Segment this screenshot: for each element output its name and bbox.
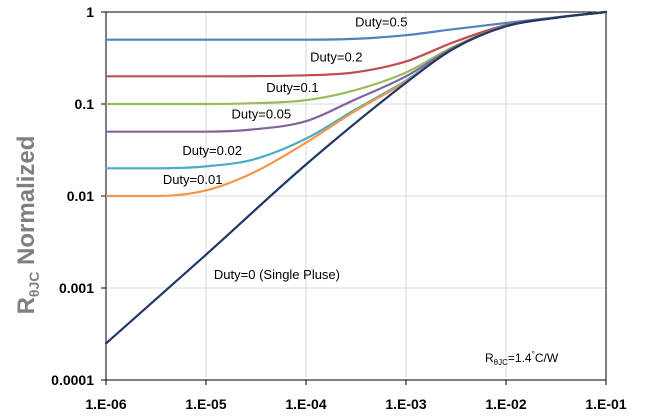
x-tick-label: 1.E-05 xyxy=(185,396,226,412)
grid xyxy=(105,11,607,381)
y-tick-label: 0.01 xyxy=(67,188,94,204)
y-tick-label: 0.0001 xyxy=(51,372,94,388)
y-axis-ticks: 1 0.1 0.01 0.001 0.0001 xyxy=(51,4,106,388)
y-axis-label-main: R xyxy=(13,297,40,314)
rthjc-annotation: RθJC=1.4°C/W xyxy=(485,350,559,367)
x-tick-label: 1.E-06 xyxy=(85,396,126,412)
annotation-value: =1.4 xyxy=(508,351,532,365)
series-labels: Duty=0.5 Duty=0.2 Duty=0.1 Duty=0.05 Duty=0.… xyxy=(163,14,408,282)
x-axis-ticks: 1.E-06 1.E-05 1.E-04 1.E-03 1.E-02 1.E-01 xyxy=(85,380,627,412)
series-label: Duty=0.2 xyxy=(310,49,362,64)
annotation-subscript: θJC xyxy=(494,358,508,367)
y-tick-label: 1 xyxy=(86,4,94,20)
annotation-main: R xyxy=(485,351,494,365)
series-label: Duty=0.05 xyxy=(232,106,292,121)
series-label: Duty=0.02 xyxy=(182,143,242,158)
annotation-degree: ° xyxy=(532,350,535,359)
x-tick-label: 1.E-03 xyxy=(385,396,426,412)
series-label: Duty=0.01 xyxy=(163,172,223,187)
y-tick-label: 0.001 xyxy=(59,280,94,296)
series-label: Duty=0.1 xyxy=(266,80,318,95)
x-tick-label: 1.E-01 xyxy=(585,396,626,412)
series-lines xyxy=(104,10,608,345)
y-tick-label: 0.1 xyxy=(75,96,95,112)
y-axis-label-subscript: θJC xyxy=(26,272,42,297)
series-label: Duty=0.5 xyxy=(355,14,407,29)
y-axis-label-rest: Normalized xyxy=(13,136,40,272)
series-label: Duty=0 (Single Pluse) xyxy=(214,267,340,282)
series-line xyxy=(104,10,608,345)
x-tick-label: 1.E-02 xyxy=(485,396,526,412)
annotation-unit: C/W xyxy=(535,351,559,365)
y-axis-label: RθJC Normalized xyxy=(13,136,42,315)
x-tick-label: 1.E-04 xyxy=(285,396,326,412)
